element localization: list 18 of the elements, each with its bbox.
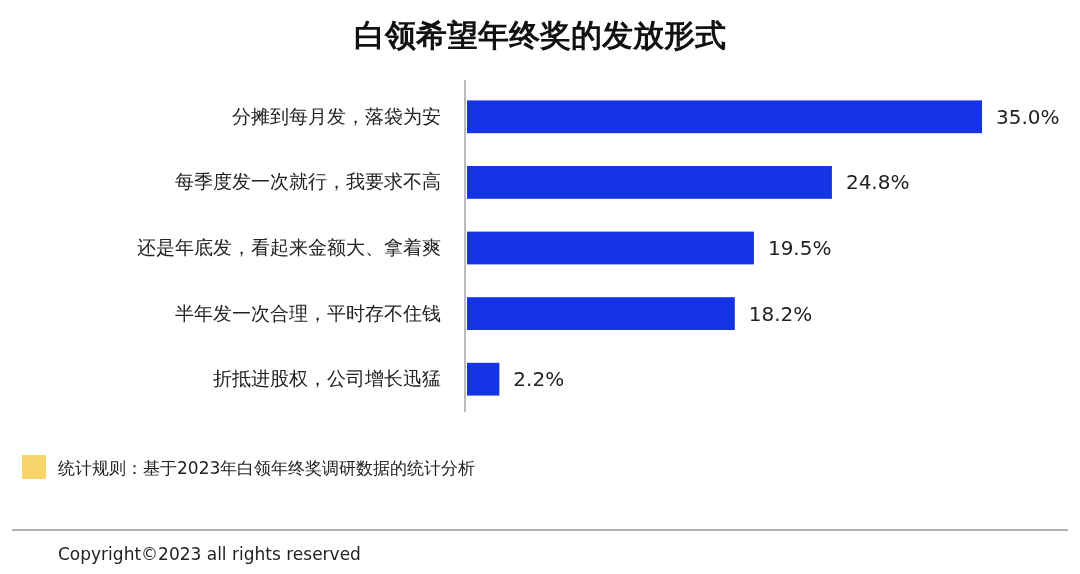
data-label: 24.8% xyxy=(845,170,910,195)
y-tick-label: 每季度发一次就行，我要求不高 xyxy=(175,171,441,193)
bar xyxy=(467,100,982,134)
data-label: 19.5% xyxy=(767,236,832,260)
bar xyxy=(467,231,754,265)
y-tick-label: 还是年底发，看起来金额大、拿着爽 xyxy=(137,237,441,259)
data-label: 18.2% xyxy=(748,301,813,326)
bar xyxy=(467,297,735,330)
bar xyxy=(467,166,832,199)
chart-title: 白领希望年终奖的发放形式 xyxy=(354,17,726,53)
text: 统计规则：基于2023年白领年终奖调研数据的统计分析 xyxy=(58,458,476,478)
y-tick-label: 折抵进股权，公司增长迅猛 xyxy=(213,368,441,390)
text: Copyright©2023 all rights reserved xyxy=(58,544,361,564)
data-label: 35.0% xyxy=(996,104,1060,129)
bar xyxy=(467,362,500,396)
data-label: 2.2% xyxy=(513,367,565,392)
y-tick-label: 分摊到每月发，落袋为安 xyxy=(232,105,441,127)
y-tick-label: 半年发一次合理，平时存不住钱 xyxy=(175,302,441,324)
